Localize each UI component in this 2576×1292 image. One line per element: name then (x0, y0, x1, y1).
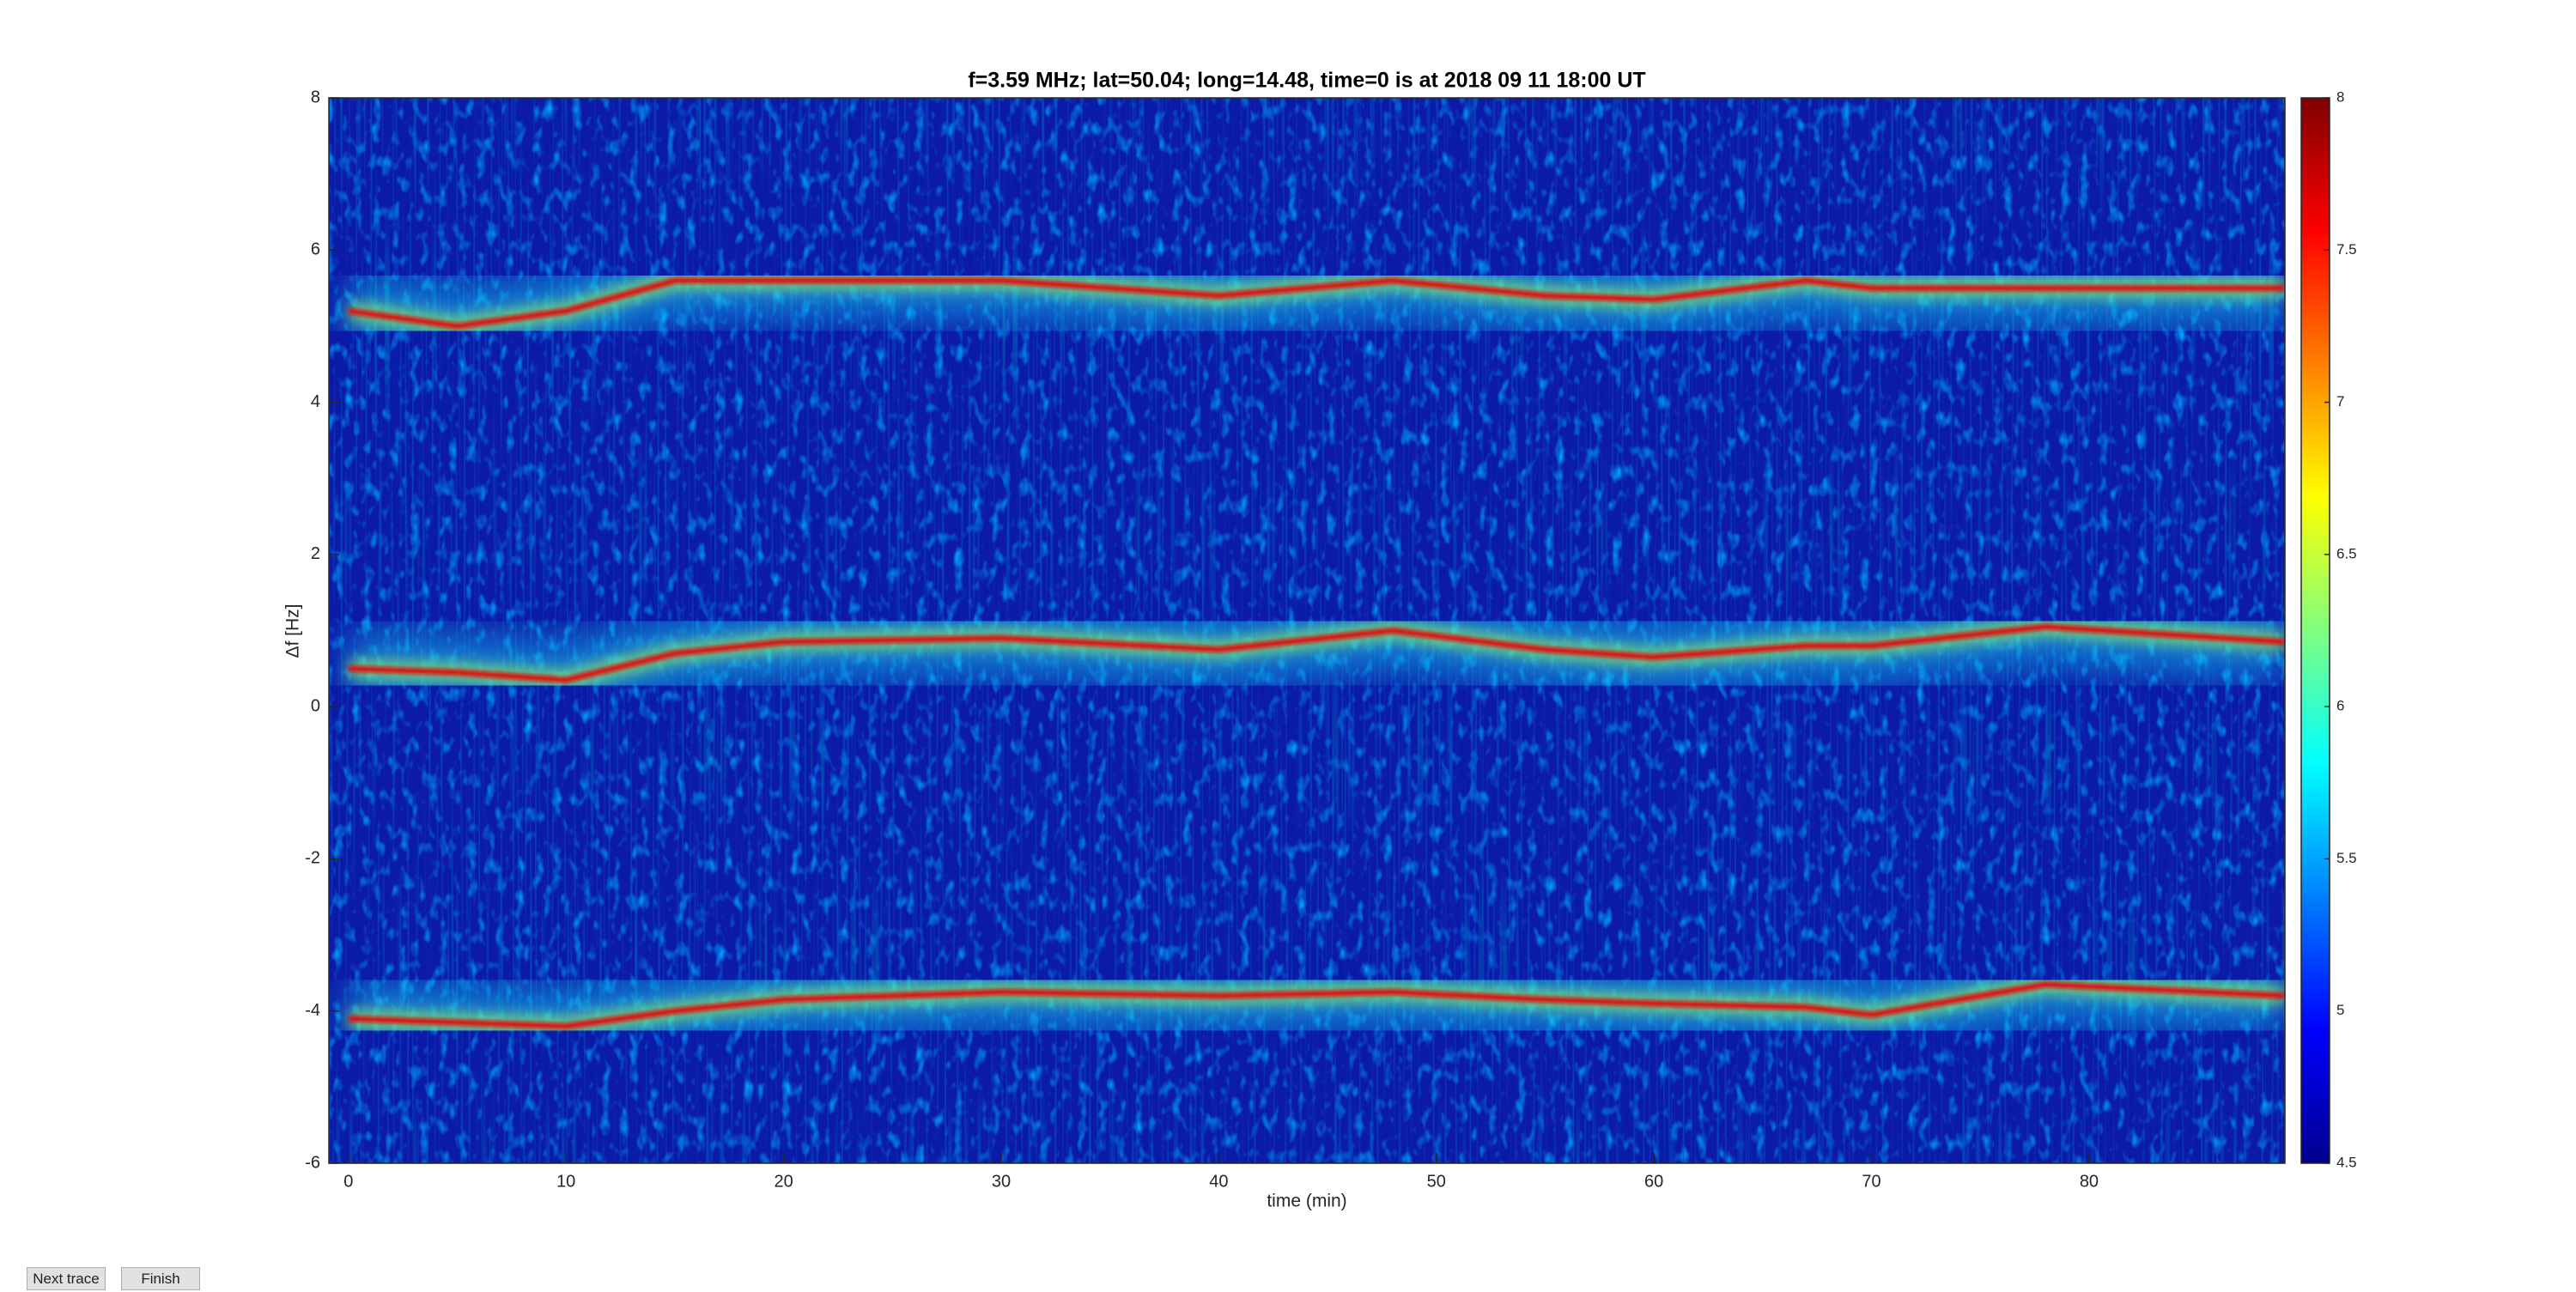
colorbar-tick-label: 6.5 (2336, 545, 2357, 561)
colorbar-tick-label: 7 (2336, 393, 2344, 409)
y-tick-label: 8 (311, 88, 320, 106)
colorbar-tick-label: 4.5 (2336, 1154, 2357, 1170)
x-tick-label: 30 (992, 1172, 1011, 1191)
next-trace-button[interactable]: Next trace (27, 1267, 106, 1290)
x-tick-label: 0 (343, 1172, 353, 1191)
trace (348, 277, 2285, 330)
y-tick-label: 6 (311, 240, 320, 259)
y-tick-label: -2 (305, 849, 320, 868)
colorbar-tick-label: 5.5 (2336, 850, 2357, 866)
figure: f=3.59 MHz; lat=50.04; long=14.48, time=… (283, 69, 2357, 1211)
x-tick-label: 50 (1427, 1172, 1446, 1191)
colorbar-tick-label: 7.5 (2336, 241, 2357, 258)
y-tick-label: 2 (311, 544, 320, 563)
y-tick-label: -6 (305, 1153, 320, 1172)
colorbar-tick-label: 5 (2336, 1002, 2344, 1018)
colorbar (2300, 97, 2330, 1164)
x-axis-label: time (min) (1267, 1192, 1346, 1211)
x-tick-label: 40 (1209, 1172, 1228, 1191)
x-tick-label: 10 (556, 1172, 575, 1191)
colorbar-tick-label: 8 (2336, 88, 2344, 105)
x-tick-label: 60 (1644, 1172, 1663, 1191)
x-tick-label: 80 (2080, 1172, 2099, 1191)
chart-title: f=3.59 MHz; lat=50.04; long=14.48, time=… (968, 69, 1645, 93)
y-tick-label: -4 (305, 1001, 320, 1020)
plot-area (329, 98, 2285, 1163)
trace (348, 623, 2285, 683)
trace (348, 981, 2285, 1029)
y-tick-label: 0 (311, 696, 320, 715)
x-tick-label: 70 (1862, 1172, 1880, 1191)
colorbar-tick-label: 6 (2336, 698, 2344, 714)
y-tick-label: 4 (311, 392, 320, 411)
y-axis-label: Δf [Hz] (283, 604, 303, 658)
finish-button[interactable]: Finish (121, 1267, 200, 1290)
x-tick-label: 20 (774, 1172, 793, 1191)
plot-frame (328, 97, 2286, 1164)
